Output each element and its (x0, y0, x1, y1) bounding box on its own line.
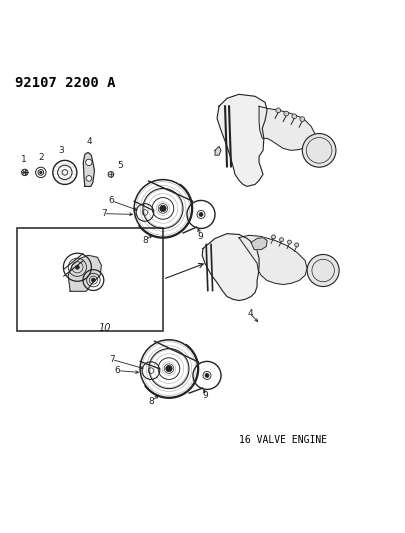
Polygon shape (250, 238, 266, 249)
Text: 7: 7 (109, 355, 114, 364)
Text: 6: 6 (109, 196, 114, 205)
Bar (17, 229, 162, 330)
Circle shape (40, 171, 42, 174)
Text: 5: 5 (117, 161, 122, 171)
Text: 4: 4 (247, 309, 252, 318)
Text: 8: 8 (149, 397, 154, 406)
Circle shape (279, 238, 283, 241)
Circle shape (306, 254, 338, 287)
Polygon shape (239, 235, 306, 285)
Polygon shape (217, 94, 266, 187)
Circle shape (291, 114, 296, 119)
Circle shape (299, 117, 304, 122)
Circle shape (108, 172, 113, 177)
Text: 6: 6 (115, 366, 120, 375)
Circle shape (283, 111, 288, 116)
Circle shape (271, 235, 275, 239)
Text: 10: 10 (98, 324, 111, 333)
Circle shape (85, 159, 92, 166)
Circle shape (159, 205, 166, 212)
Circle shape (294, 243, 298, 247)
Text: 16 VALVE ENGINE: 16 VALVE ENGINE (239, 435, 326, 445)
Polygon shape (258, 106, 314, 150)
Circle shape (21, 169, 28, 175)
Circle shape (302, 134, 335, 167)
Circle shape (275, 108, 280, 112)
Text: 92107 2200 A: 92107 2200 A (15, 76, 115, 90)
Polygon shape (202, 233, 258, 301)
Polygon shape (68, 255, 101, 292)
Circle shape (86, 175, 92, 181)
Text: 7: 7 (100, 209, 106, 218)
Text: 4: 4 (87, 136, 92, 146)
Circle shape (75, 265, 79, 269)
Polygon shape (215, 147, 220, 155)
Polygon shape (83, 152, 94, 187)
Circle shape (198, 213, 202, 216)
Text: 8: 8 (142, 236, 148, 245)
Text: 1: 1 (21, 155, 27, 164)
Text: 2: 2 (38, 153, 43, 162)
Text: 9: 9 (197, 231, 203, 240)
Circle shape (205, 374, 209, 377)
Text: 3: 3 (59, 146, 64, 155)
Text: 9: 9 (202, 391, 208, 400)
Circle shape (91, 278, 95, 282)
Circle shape (165, 366, 172, 372)
Circle shape (287, 240, 291, 244)
